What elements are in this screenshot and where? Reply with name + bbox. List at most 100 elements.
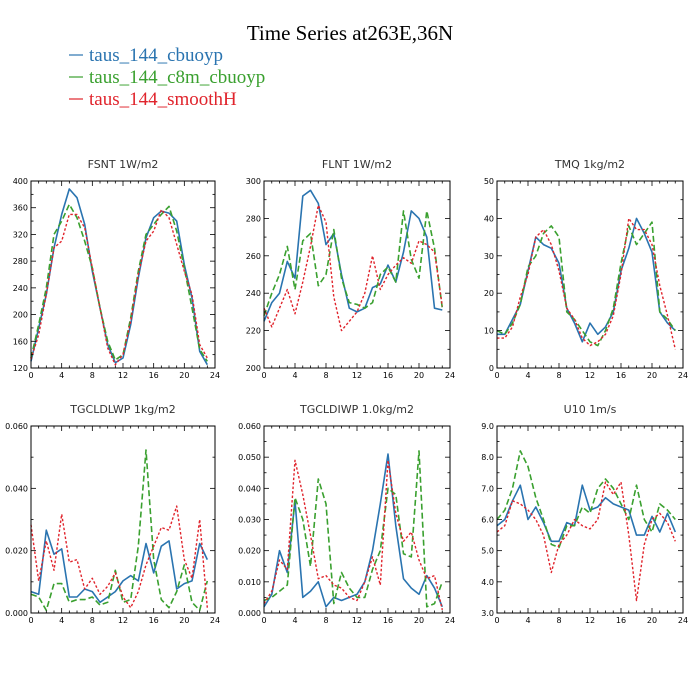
y-tick-label: 0.060 — [5, 422, 28, 431]
series-line-1 — [496, 484, 677, 543]
y-tick-label: 4.0 — [481, 578, 494, 587]
y-tick-label: 0.050 — [238, 453, 261, 462]
series-line-1 — [30, 188, 208, 366]
x-tick-label: 24 — [678, 616, 688, 625]
x-tick-label: 20 — [647, 371, 657, 380]
panel-6: U10 1m/s 0 4 8 12 16 20 24 3.0 4.0 5.0 6.0 7.0 8.0 9.0 — [481, 403, 688, 625]
x-tick-label: 24 — [445, 616, 455, 625]
x-tick-label: 24 — [210, 616, 220, 625]
series-line-1 — [263, 189, 443, 322]
x-tick-label: 4 — [59, 616, 64, 625]
y-tick-label: 300 — [246, 177, 261, 186]
y-tick-label: 20 — [484, 289, 494, 298]
y-tick-label: 200 — [13, 311, 28, 320]
x-tick-label: 4 — [292, 371, 297, 380]
figure-title: Time Series at263E,36N — [247, 21, 453, 45]
y-tick-label: 220 — [246, 327, 261, 336]
x-tick-label: 0 — [494, 371, 499, 380]
y-tick-label: 200 — [246, 364, 261, 373]
legend: taus_144_cbuoyptaus_144_c8m_cbuoyptaus_1… — [69, 45, 265, 110]
x-tick-label: 8 — [556, 616, 561, 625]
x-tick-label: 16 — [616, 616, 626, 625]
series-line-3 — [263, 459, 443, 611]
x-tick-label: 12 — [585, 371, 595, 380]
x-tick-label: 16 — [149, 616, 159, 625]
legend-label: taus_144_c8m_cbuoyp — [89, 67, 265, 88]
x-tick-label: 16 — [383, 616, 393, 625]
y-tick-label: 0 — [489, 364, 494, 373]
series-line-1 — [263, 453, 444, 608]
y-tick-label: 8.0 — [481, 453, 494, 462]
series-line-2 — [496, 450, 676, 549]
x-tick-label: 12 — [585, 616, 595, 625]
y-tick-label: 40 — [484, 214, 494, 223]
y-tick-label: 9.0 — [481, 422, 494, 431]
y-tick-label: 0.030 — [238, 516, 261, 525]
panels: FSNT 1W/m20 4 8 12 16 20 241201602002402803203… — [5, 158, 688, 625]
x-tick-label: 24 — [210, 371, 220, 380]
panel-4: TGCLDLWP 1kg/m2 0 4 8 12 16 20 24 0.000 0.020 0.04… — [5, 403, 220, 625]
y-tick-label: 360 — [13, 204, 28, 213]
x-tick-label: 16 — [616, 371, 626, 380]
y-tick-label: 320 — [13, 230, 28, 239]
x-tick-label: 20 — [414, 371, 424, 380]
plot-frame — [30, 425, 216, 614]
panel-title: TGCLDLWP 1kg/m2 — [69, 403, 175, 416]
panel-title: FSNT 1W/m2 — [88, 158, 159, 171]
legend-label: taus_144_cbuoyp — [89, 45, 223, 66]
x-tick-label: 16 — [383, 371, 393, 380]
x-tick-label: 4 — [59, 371, 64, 380]
y-tick-label: 240 — [246, 289, 261, 298]
y-tick-label: 120 — [13, 364, 28, 373]
x-tick-label: 8 — [323, 371, 328, 380]
y-tick-label: 3.0 — [481, 609, 494, 618]
x-tick-label: 4 — [525, 616, 530, 625]
x-tick-label: 8 — [556, 371, 561, 380]
x-tick-label: 12 — [352, 616, 362, 625]
panel-5: TGCLDIWP 1.0kg/m2 0 4 8 12 16 20 24 0.000 0.010 0.… — [238, 403, 455, 625]
x-tick-label: 12 — [118, 371, 128, 380]
x-tick-label: 0 — [494, 616, 499, 625]
x-tick-label: 0 — [261, 616, 266, 625]
x-tick-label: 16 — [149, 371, 159, 380]
panel-title: FLNT 1W/m2 — [322, 158, 392, 171]
y-tick-label: 5.0 — [481, 547, 494, 556]
panel-3: TMQ 1kg/m2 0 4 8 12 16 20 24 0 10 20 30 40 50 — [484, 158, 688, 380]
panel-title: U10 1m/s — [564, 403, 617, 416]
y-tick-label: 10 — [484, 327, 494, 336]
y-tick-label: 0.010 — [238, 578, 261, 587]
y-tick-label: 30 — [484, 252, 494, 261]
series-line-2 — [30, 203, 208, 362]
panel-title: TGCLDIWP 1.0kg/m2 — [299, 403, 414, 416]
x-tick-label: 24 — [445, 371, 455, 380]
series-line-2 — [263, 210, 444, 316]
x-tick-label: 0 — [28, 371, 33, 380]
y-tick-label: 280 — [246, 214, 261, 223]
x-tick-label: 24 — [678, 371, 688, 380]
y-tick-label: 0.000 — [238, 609, 261, 618]
y-tick-label: 160 — [13, 337, 28, 346]
series-line-3 — [30, 505, 208, 609]
y-tick-label: 260 — [246, 252, 261, 261]
series-line-3 — [263, 204, 443, 332]
panel-2: FLNT 1W/m2 0 4 8 12 16 20 24 200 220 240 260 280 300 — [246, 158, 455, 380]
x-tick-label: 20 — [647, 616, 657, 625]
series-line-3 — [496, 481, 676, 602]
series-line-3 — [30, 208, 208, 366]
x-tick-label: 20 — [414, 616, 424, 625]
y-tick-label: 50 — [484, 177, 494, 186]
x-tick-label: 20 — [179, 616, 189, 625]
y-tick-label: 0.060 — [238, 422, 261, 431]
y-tick-label: 0.020 — [5, 547, 28, 556]
y-tick-label: 240 — [13, 284, 28, 293]
x-tick-label: 4 — [292, 616, 297, 625]
y-tick-label: 0.020 — [238, 547, 261, 556]
legend-label: taus_144_smoothH — [89, 89, 237, 110]
y-tick-label: 280 — [13, 257, 28, 266]
y-tick-label: 400 — [13, 177, 28, 186]
y-tick-label: 0.040 — [238, 484, 261, 493]
y-tick-label: 0.000 — [5, 609, 28, 618]
series-line-3 — [497, 217, 676, 350]
x-tick-label: 0 — [28, 616, 33, 625]
x-tick-label: 12 — [118, 616, 128, 625]
